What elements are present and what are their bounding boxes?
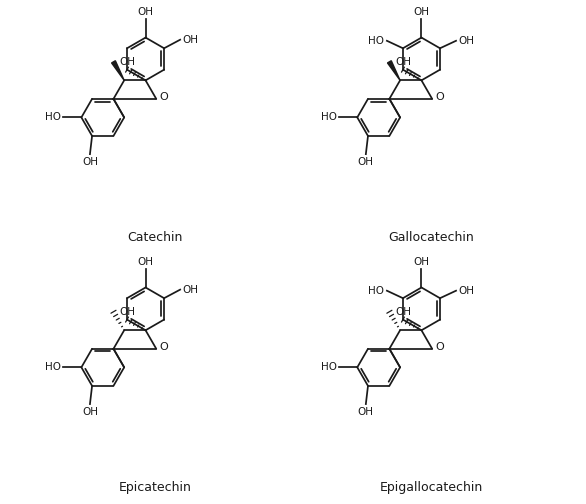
Text: HO: HO bbox=[45, 362, 62, 372]
Text: OH: OH bbox=[458, 36, 475, 46]
Text: OH: OH bbox=[458, 286, 475, 296]
Text: HO: HO bbox=[321, 362, 337, 372]
Text: HO: HO bbox=[321, 112, 337, 122]
Text: Gallocatechin: Gallocatechin bbox=[388, 231, 474, 244]
Text: OH: OH bbox=[414, 257, 430, 267]
Text: HO: HO bbox=[369, 286, 384, 296]
Text: OH: OH bbox=[395, 57, 411, 67]
Text: Epicatechin: Epicatechin bbox=[118, 481, 192, 494]
Text: HO: HO bbox=[369, 36, 384, 46]
Text: OH: OH bbox=[138, 257, 154, 267]
Text: OH: OH bbox=[414, 7, 430, 17]
Text: OH: OH bbox=[138, 7, 154, 17]
Text: OH: OH bbox=[358, 407, 374, 417]
Text: OH: OH bbox=[120, 57, 135, 67]
Text: HO: HO bbox=[45, 112, 62, 122]
Text: OH: OH bbox=[358, 157, 374, 167]
Text: Epigallocatechin: Epigallocatechin bbox=[379, 481, 483, 494]
Text: OH: OH bbox=[120, 307, 135, 317]
Text: OH: OH bbox=[395, 307, 411, 317]
Text: OH: OH bbox=[183, 285, 199, 295]
Text: OH: OH bbox=[82, 157, 98, 167]
Text: OH: OH bbox=[82, 407, 98, 417]
Text: OH: OH bbox=[183, 35, 199, 45]
Text: O: O bbox=[159, 92, 168, 102]
Text: O: O bbox=[435, 92, 444, 102]
Text: O: O bbox=[159, 342, 168, 352]
Polygon shape bbox=[387, 61, 400, 80]
Text: O: O bbox=[435, 342, 444, 352]
Text: Catechin: Catechin bbox=[127, 231, 183, 244]
Polygon shape bbox=[111, 61, 124, 80]
